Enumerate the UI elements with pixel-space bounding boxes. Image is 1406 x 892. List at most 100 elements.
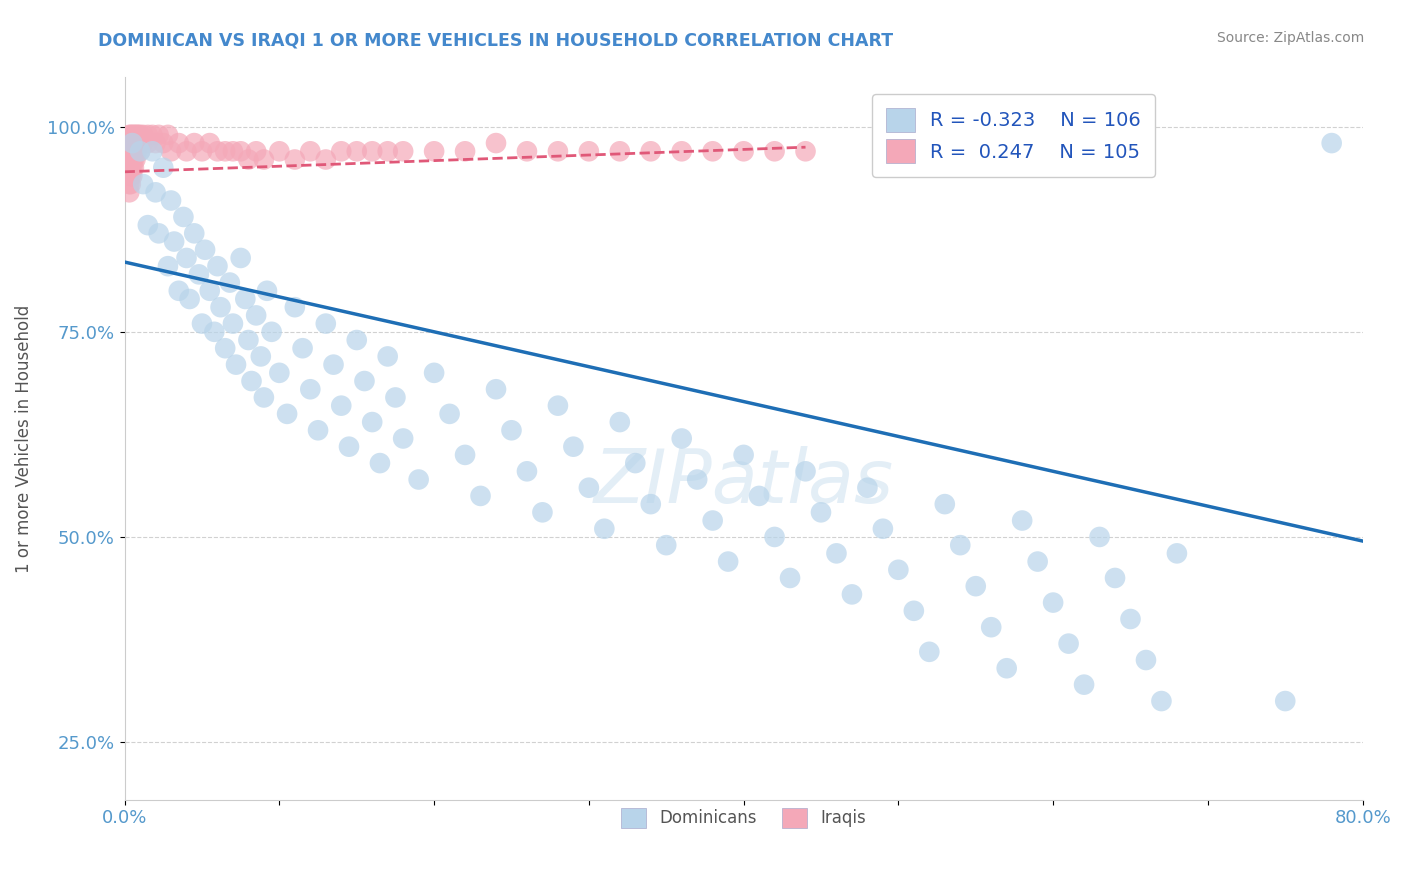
Point [122,161,145,175]
Point [624,456,647,470]
Point [163,235,186,249]
Point [194,243,217,257]
Point [121,136,143,150]
Point [299,145,322,159]
Point [141,128,163,142]
Point [578,145,600,159]
Point [640,497,662,511]
Point [187,268,209,282]
Point [609,145,631,159]
Point [702,514,724,528]
Point [222,145,245,159]
Point [671,145,693,159]
Point [322,358,344,372]
Point [136,218,159,232]
Point [825,546,848,560]
Point [655,538,678,552]
Point [1119,612,1142,626]
Point [129,145,152,159]
Point [377,350,399,364]
Point [384,391,406,405]
Point [191,145,214,159]
Point [980,620,1002,634]
Point [284,300,307,314]
Point [686,473,709,487]
Point [176,251,198,265]
Point [229,145,252,159]
Point [222,317,245,331]
Point [214,145,236,159]
Point [337,440,360,454]
Point [122,128,145,142]
Point [377,145,399,159]
Point [330,145,353,159]
Point [124,136,146,150]
Point [136,136,159,150]
Point [125,136,148,150]
Point [1088,530,1111,544]
Point [121,128,143,142]
Point [439,407,461,421]
Point [225,358,247,372]
Point [172,210,194,224]
Point [547,399,569,413]
Point [872,522,894,536]
Point [269,366,291,380]
Point [1320,136,1343,150]
Point [145,136,167,150]
Point [120,169,142,183]
Point [120,128,142,142]
Point [238,333,260,347]
Point [733,145,755,159]
Point [132,136,155,150]
Point [118,153,141,167]
Point [346,145,368,159]
Point [183,136,205,150]
Point [361,145,384,159]
Point [118,186,141,200]
Point [214,341,236,355]
Point [794,464,817,478]
Point [120,177,142,191]
Point [1073,678,1095,692]
Point [702,145,724,159]
Point [794,145,817,159]
Point [156,128,179,142]
Point [132,177,155,191]
Point [1274,694,1296,708]
Point [949,538,972,552]
Point [183,227,205,241]
Point [368,456,391,470]
Point [124,153,146,167]
Point [148,227,170,241]
Point [218,276,240,290]
Point [120,145,142,159]
Point [253,153,276,167]
Point [240,374,263,388]
Point [1104,571,1126,585]
Point [198,284,221,298]
Point [136,128,159,142]
Point [207,145,229,159]
Point [593,522,616,536]
Point [516,145,538,159]
Point [1042,596,1064,610]
Point [207,259,229,273]
Point [245,145,267,159]
Point [918,645,941,659]
Point [118,177,141,191]
Point [733,448,755,462]
Point [120,153,142,167]
Point [640,145,662,159]
Point [125,145,148,159]
Point [516,464,538,478]
Point [121,153,143,167]
Point [470,489,492,503]
Point [392,432,415,446]
Point [1150,694,1173,708]
Point [120,136,142,150]
Point [229,251,252,265]
Point [284,153,307,167]
Point [152,161,174,175]
Y-axis label: 1 or more Vehicles in Household: 1 or more Vehicles in Household [15,304,32,573]
